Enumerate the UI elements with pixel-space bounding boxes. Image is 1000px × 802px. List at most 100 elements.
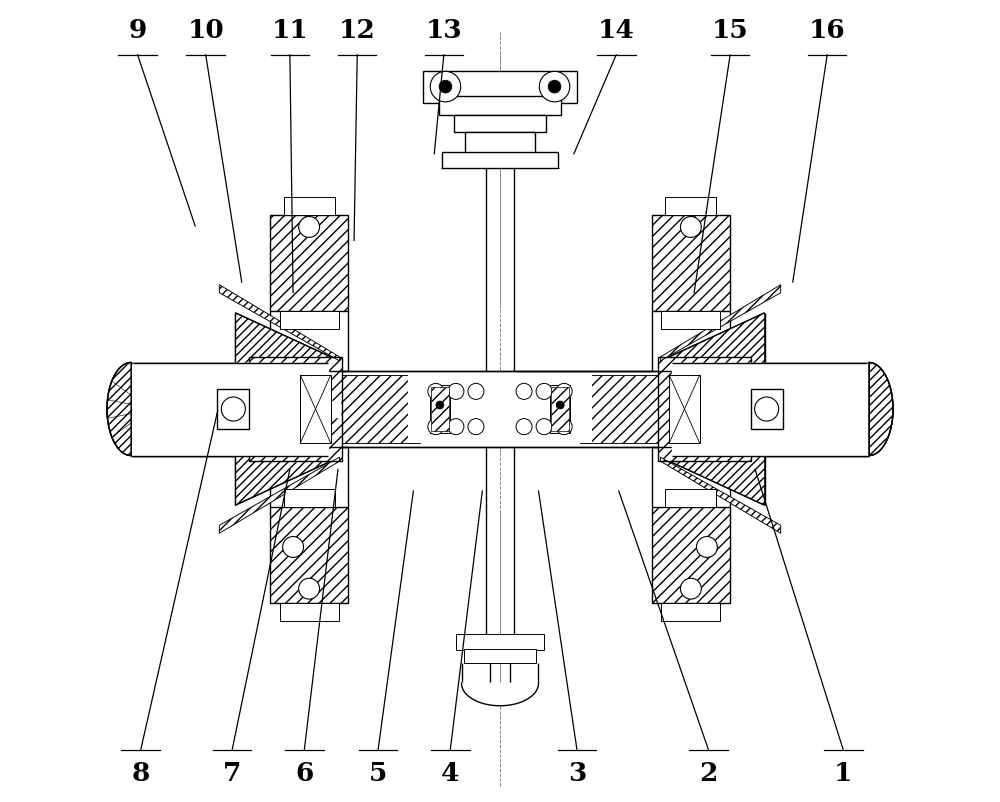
Polygon shape [235,313,340,505]
Bar [751,389,783,429]
Text: 10: 10 [187,18,224,43]
Bar [431,387,449,431]
Bar [652,507,730,603]
Bar [270,215,348,311]
Circle shape [430,71,461,102]
Bar [665,197,716,215]
Bar [661,311,720,329]
Text: 5: 5 [369,761,387,787]
Circle shape [468,419,484,435]
Bar [284,489,335,507]
Bar [284,197,335,215]
Text: 16: 16 [809,18,846,43]
Bar [669,375,700,443]
Bar [652,507,730,603]
Bar [249,357,342,461]
Bar [658,357,751,461]
Circle shape [436,401,444,409]
Polygon shape [869,363,893,456]
Circle shape [680,217,701,237]
Text: 2: 2 [699,761,718,787]
Bar [280,311,339,329]
Polygon shape [660,285,781,361]
Bar [442,152,558,168]
Polygon shape [107,363,131,456]
Polygon shape [219,457,340,533]
Text: 6: 6 [295,761,313,787]
Bar [652,215,730,311]
Text: 9: 9 [128,18,147,43]
Text: 14: 14 [598,18,635,43]
Circle shape [556,383,572,399]
Text: 1: 1 [834,761,852,787]
Text: 4: 4 [441,761,460,787]
Circle shape [299,578,320,599]
Circle shape [536,383,552,399]
Bar [332,375,420,443]
Polygon shape [219,285,340,361]
Polygon shape [107,363,131,456]
Polygon shape [672,363,867,455]
Circle shape [283,537,304,557]
Polygon shape [869,363,893,456]
Bar [270,215,348,311]
Bar [324,371,676,448]
Text: 12: 12 [339,18,376,43]
Bar [661,603,720,621]
Bar [300,375,331,443]
Bar [324,371,676,448]
Bar [430,385,450,433]
Bar [423,71,577,103]
Polygon shape [107,363,131,456]
Polygon shape [133,363,328,455]
Text: 11: 11 [272,18,308,43]
Bar [658,357,751,461]
Bar [217,389,249,429]
Circle shape [516,419,532,435]
Bar [456,634,544,650]
Text: 7: 7 [223,761,241,787]
Bar [454,115,546,132]
Circle shape [439,80,452,93]
Bar [270,507,348,603]
Text: 3: 3 [568,761,586,787]
Polygon shape [235,401,340,417]
Circle shape [548,80,561,93]
Circle shape [448,419,464,435]
Circle shape [448,383,464,399]
Circle shape [680,578,701,599]
Text: 13: 13 [425,18,462,43]
Circle shape [539,71,570,102]
Bar [464,649,536,663]
Bar [652,215,730,311]
Polygon shape [869,363,893,456]
Circle shape [696,537,717,557]
Bar [408,375,592,444]
Bar [439,96,561,115]
Circle shape [536,419,552,435]
Text: 8: 8 [132,761,150,787]
Circle shape [221,397,245,421]
Circle shape [428,383,444,399]
Bar [249,357,342,461]
Bar [280,603,339,621]
Polygon shape [672,363,869,456]
Polygon shape [462,683,538,706]
Circle shape [556,401,564,409]
Bar [465,132,535,153]
Bar [665,489,716,507]
Circle shape [516,383,532,399]
Polygon shape [131,363,328,456]
Circle shape [468,383,484,399]
Bar [580,375,668,443]
Polygon shape [660,313,765,505]
Circle shape [556,419,572,435]
Circle shape [428,419,444,435]
Circle shape [755,397,779,421]
Bar [551,387,569,431]
Bar [270,507,348,603]
Bar [550,385,570,433]
Polygon shape [660,457,781,533]
Circle shape [299,217,320,237]
Text: 15: 15 [712,18,749,43]
